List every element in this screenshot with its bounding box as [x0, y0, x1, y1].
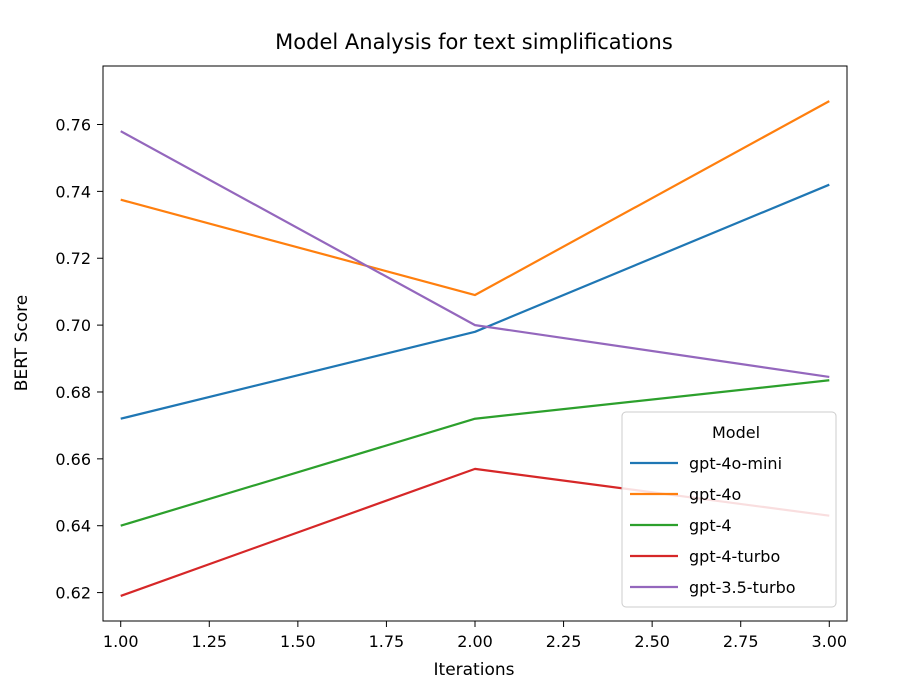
legend-box	[621, 411, 837, 608]
legend-label-gpt-4o-mini: gpt-4o-mini	[689, 454, 782, 473]
y-tick-label: 0.70	[55, 316, 91, 335]
x-axis-label: Iterations	[434, 660, 515, 680]
legend-label-gpt-3.5-turbo: gpt-3.5-turbo	[689, 578, 796, 597]
series-line-gpt-4o	[120, 100, 830, 297]
series-line-gpt-4o-mini	[120, 183, 830, 420]
legend: Model gpt-4o-mini gpt-4o gpt-4 gpt-4-turbo gp…	[621, 411, 837, 608]
y-tick-label: 0.64	[55, 517, 91, 536]
y-tick-label: 0.62	[55, 584, 91, 603]
x-tick-label: 3.00	[811, 632, 847, 651]
x-tick-label: 1.25	[191, 632, 227, 651]
y-axis-label: BERT Score	[12, 295, 32, 391]
series-line-gpt-4	[120, 379, 830, 527]
axes: 1.00 1.25 1.50 1.75 2.00 2.25 2.50 2.75 3.00 0.62…	[55, 65, 848, 651]
legend-title: Model	[712, 423, 760, 442]
x-tick-label: 1.75	[369, 632, 405, 651]
y-tick-label: 0.72	[55, 249, 91, 268]
legend-label-gpt-4o: gpt-4o	[689, 485, 741, 504]
y-tick-label: 0.68	[55, 383, 91, 402]
chart-title: Model Analysis for text simplifications	[275, 30, 673, 54]
x-tick-label: 1.00	[103, 632, 139, 651]
legend-label-gpt-4-turbo: gpt-4-turbo	[689, 547, 780, 566]
y-tick-label: 0.74	[55, 182, 91, 201]
x-tick-label: 2.75	[723, 632, 759, 651]
x-tick-label: 2.25	[546, 632, 582, 651]
x-tick-label: 2.50	[634, 632, 670, 651]
x-tick-label: 2.00	[457, 632, 493, 651]
y-tick-label: 0.66	[55, 450, 91, 469]
series-line-gpt-3.5-turbo	[120, 130, 830, 379]
legend-label-gpt-4: gpt-4	[689, 516, 732, 535]
y-tick-label: 0.76	[55, 116, 91, 135]
x-tick-label: 1.50	[280, 632, 316, 651]
